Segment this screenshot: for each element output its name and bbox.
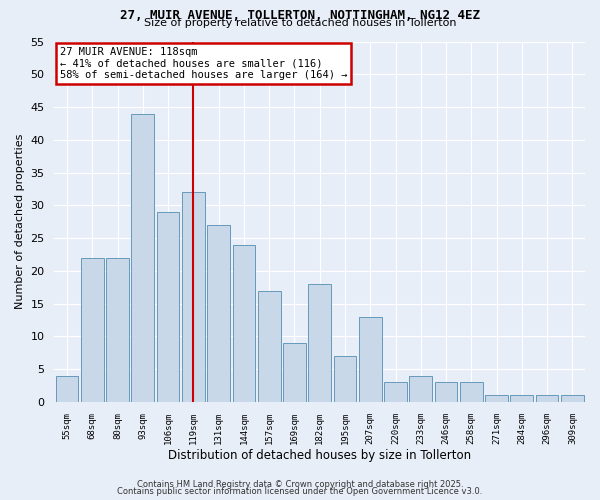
Bar	[334, 356, 356, 402]
Bar	[359, 317, 382, 402]
Bar	[485, 396, 508, 402]
Bar	[131, 114, 154, 402]
Bar	[434, 382, 457, 402]
Bar	[308, 284, 331, 402]
Bar	[56, 376, 79, 402]
Bar	[258, 290, 281, 402]
Text: 27, MUIR AVENUE, TOLLERTON, NOTTINGHAM, NG12 4EZ: 27, MUIR AVENUE, TOLLERTON, NOTTINGHAM, …	[120, 9, 480, 22]
Bar	[536, 396, 559, 402]
Bar	[511, 396, 533, 402]
X-axis label: Distribution of detached houses by size in Tollerton: Distribution of detached houses by size …	[168, 450, 471, 462]
Bar	[561, 396, 584, 402]
Text: Contains public sector information licensed under the Open Government Licence v3: Contains public sector information licen…	[118, 487, 482, 496]
Text: Contains HM Land Registry data © Crown copyright and database right 2025.: Contains HM Land Registry data © Crown c…	[137, 480, 463, 489]
Y-axis label: Number of detached properties: Number of detached properties	[15, 134, 25, 310]
Bar	[207, 225, 230, 402]
Text: 27 MUIR AVENUE: 118sqm
← 41% of detached houses are smaller (116)
58% of semi-de: 27 MUIR AVENUE: 118sqm ← 41% of detached…	[60, 47, 347, 80]
Bar	[182, 192, 205, 402]
Bar	[81, 258, 104, 402]
Bar	[384, 382, 407, 402]
Bar	[233, 244, 255, 402]
Bar	[409, 376, 432, 402]
Bar	[460, 382, 482, 402]
Bar	[283, 343, 306, 402]
Bar	[157, 212, 179, 402]
Text: Size of property relative to detached houses in Tollerton: Size of property relative to detached ho…	[144, 18, 456, 28]
Bar	[106, 258, 129, 402]
